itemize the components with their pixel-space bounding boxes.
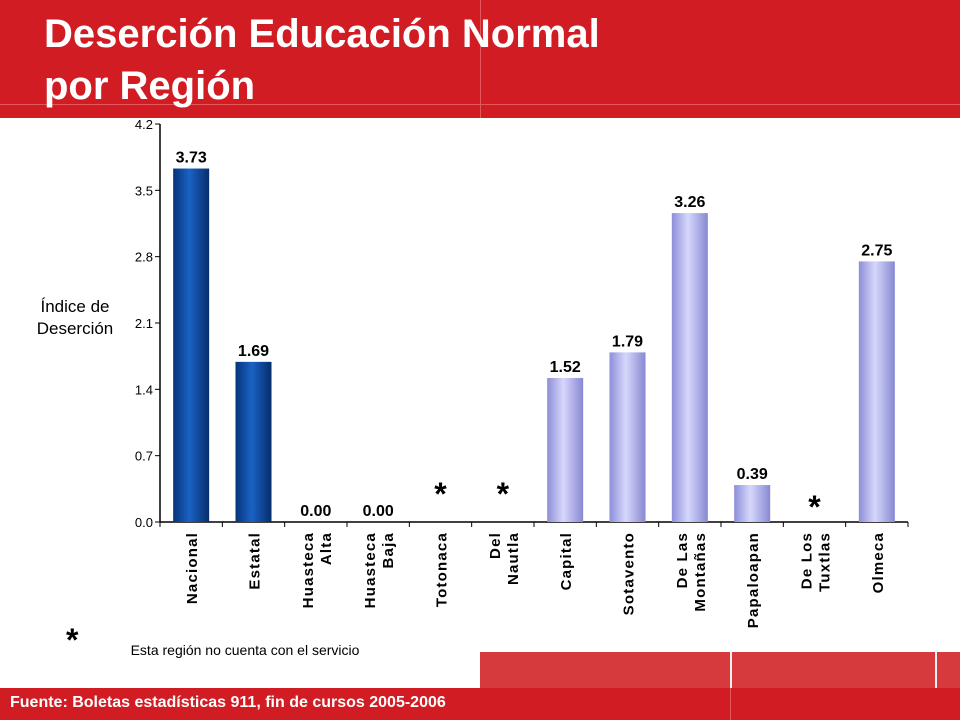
header-divider [480, 0, 481, 118]
y-tick-label: 0.0 [135, 515, 153, 530]
y-tick-label: 2.1 [135, 316, 153, 331]
y-tick-label: 0.7 [135, 449, 153, 464]
x-tick-label-line: Estatal [247, 532, 264, 590]
header-band [0, 0, 960, 118]
title-line-1: Deserción Educación Normal [44, 12, 600, 56]
x-tick-label: Papaloapan [745, 532, 762, 628]
y-axis-label-line-1: Índice de [40, 297, 110, 316]
x-tick-label: Totonaca [434, 532, 451, 607]
x-tick-label-line: Tuxtlas [817, 532, 834, 592]
x-tick-label-line: Baja [380, 532, 397, 569]
y-axis-label-line-2: Deserción [36, 319, 114, 338]
x-tick-label-line: Del [487, 532, 504, 559]
no-service-asterisk: * [434, 476, 447, 512]
bottom-divider-1 [730, 652, 732, 688]
bar [173, 168, 210, 523]
no-service-asterisk: * [497, 476, 510, 512]
x-tick-label: Olmeca [870, 532, 887, 593]
data-label: 3.26 [674, 194, 705, 211]
bar [734, 485, 771, 522]
title-line-2: por Región [44, 64, 256, 108]
data-label: 0.39 [737, 466, 768, 483]
x-tick-label: Sotavento [621, 532, 638, 615]
no-service-asterisk: * [808, 489, 821, 525]
x-tick-label-line: Olmeca [870, 532, 887, 593]
x-tick-label: Huasteca Alta [300, 532, 335, 608]
x-tick-label: Estatal [247, 532, 264, 590]
y-tick-label: 2.8 [135, 250, 153, 265]
y-axis-label: Índice de Deserción [20, 296, 130, 340]
x-tick-label: Del Nautla [487, 532, 522, 585]
bottom-decoration [480, 652, 960, 688]
source-note: Fuente: Boletas estadísticas 911, fin de… [10, 694, 446, 711]
x-tick-label-line: Capital [558, 532, 575, 590]
data-label: 3.73 [176, 150, 207, 167]
note-text: Esta región no cuenta con el servicio [130, 642, 360, 658]
x-tick-label-line: De Las [674, 532, 691, 588]
bar [858, 261, 895, 522]
bar [235, 361, 272, 522]
bar [671, 213, 708, 523]
x-tick-label: Capital [558, 532, 575, 590]
x-tick-label-line: Nacional [184, 532, 201, 604]
header-rule [0, 104, 960, 105]
x-tick-label-line: Sotavento [621, 532, 638, 615]
bar [609, 352, 646, 522]
data-label: 1.79 [612, 333, 643, 350]
y-tick-label: 4.2 [135, 117, 153, 132]
x-tick-label-line: De Los [799, 532, 816, 589]
x-tick-label-line: Montañas [692, 532, 709, 612]
footer-divider [730, 688, 731, 720]
x-tick-label-line: Papaloapan [745, 532, 762, 628]
x-tick-label: Huasteca Baja [362, 532, 397, 608]
x-tick-label: De Las Montañas [674, 532, 709, 612]
x-tick-label-line: Huasteca [300, 532, 317, 608]
footer-band: Fuente: Boletas estadísticas 911, fin de… [0, 688, 960, 720]
bottom-divider-2 [935, 652, 937, 688]
bar [547, 377, 584, 522]
x-tick-label-line: Alta [318, 532, 335, 565]
data-label: 1.52 [550, 359, 581, 376]
y-tick-label: 1.4 [135, 382, 153, 397]
x-tick-label-line: Totonaca [434, 532, 451, 607]
x-tick-label-line: Huasteca [362, 532, 379, 608]
data-label: 0.00 [363, 503, 394, 520]
y-tick-label: 3.5 [135, 183, 153, 198]
x-tick-label-line: Nautla [505, 532, 522, 585]
page-title: Deserción Educación Normal por Región [44, 8, 600, 112]
data-label: 1.69 [238, 343, 269, 360]
data-label: 0.00 [300, 503, 331, 520]
x-tick-label: Nacional [184, 532, 201, 604]
x-tick-label: De Los Tuxtlas [799, 532, 834, 592]
data-label: 2.75 [861, 242, 892, 259]
note-asterisk: * [66, 622, 79, 658]
